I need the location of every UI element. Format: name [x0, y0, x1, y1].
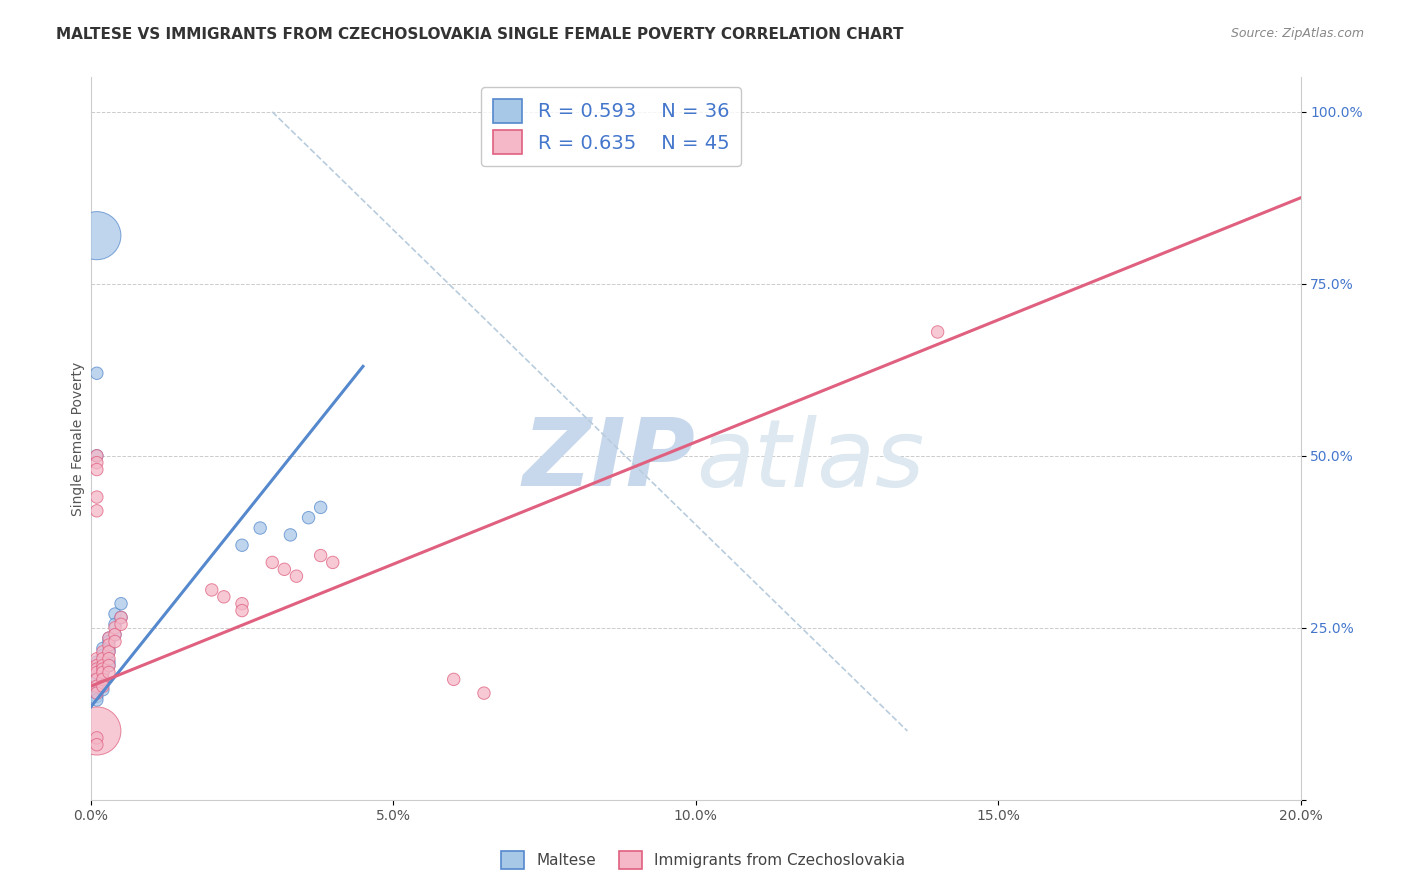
Point	[86, 665, 108, 680]
Text: Source: ZipAtlas.com: Source: ZipAtlas.com	[1230, 27, 1364, 40]
Point	[97, 631, 120, 645]
Point	[86, 651, 108, 665]
Point	[86, 686, 108, 700]
Point	[86, 490, 108, 504]
Point	[86, 723, 108, 738]
Point	[91, 682, 114, 697]
Point	[231, 597, 253, 611]
Point	[104, 627, 127, 641]
Point	[91, 662, 114, 676]
Point	[91, 658, 114, 673]
Point	[97, 645, 120, 659]
Point	[309, 549, 332, 563]
Point	[231, 604, 253, 618]
Point	[86, 693, 108, 707]
Point	[86, 673, 108, 687]
Point	[91, 675, 114, 690]
Point	[97, 638, 120, 652]
Point	[91, 665, 114, 680]
Point	[212, 590, 235, 604]
Point	[97, 651, 120, 665]
Point	[86, 738, 108, 752]
Legend: Maltese, Immigrants from Czechoslovakia: Maltese, Immigrants from Czechoslovakia	[495, 845, 911, 875]
Point	[86, 462, 108, 476]
Point	[91, 673, 114, 687]
Point	[97, 641, 120, 656]
Point	[97, 658, 120, 673]
Point	[927, 325, 949, 339]
Point	[91, 641, 114, 656]
Point	[280, 528, 302, 542]
Point	[231, 538, 253, 552]
Point	[110, 597, 132, 611]
Point	[91, 662, 114, 676]
Point	[86, 690, 108, 704]
Point	[91, 648, 114, 663]
Point	[110, 610, 132, 624]
Point	[322, 556, 344, 570]
Point	[91, 645, 114, 659]
Point	[86, 228, 108, 243]
Point	[97, 665, 120, 680]
Point	[86, 731, 108, 745]
Point	[86, 655, 108, 669]
Point	[86, 686, 108, 700]
Point	[86, 504, 108, 518]
Point	[86, 449, 108, 463]
Text: ZIP: ZIP	[523, 414, 696, 507]
Point	[273, 562, 295, 576]
Point	[309, 500, 332, 515]
Point	[91, 673, 114, 687]
Y-axis label: Single Female Poverty: Single Female Poverty	[72, 361, 86, 516]
Point	[97, 631, 120, 645]
Point	[86, 682, 108, 697]
Text: MALTESE VS IMMIGRANTS FROM CZECHOSLOVAKIA SINGLE FEMALE POVERTY CORRELATION CHAR: MALTESE VS IMMIGRANTS FROM CZECHOSLOVAKI…	[56, 27, 904, 42]
Point	[86, 673, 108, 687]
Point	[86, 366, 108, 380]
Point	[104, 634, 127, 648]
Point	[249, 521, 271, 535]
Point	[97, 655, 120, 669]
Point	[86, 662, 108, 676]
Point	[472, 686, 495, 700]
Point	[297, 510, 319, 524]
Point	[104, 627, 127, 641]
Point	[86, 662, 108, 676]
Point	[91, 665, 114, 680]
Legend: R = 0.593    N = 36, R = 0.635    N = 45: R = 0.593 N = 36, R = 0.635 N = 45	[481, 87, 741, 166]
Point	[443, 673, 465, 687]
Point	[97, 634, 120, 648]
Point	[201, 582, 224, 597]
Point	[86, 679, 108, 693]
Point	[104, 607, 127, 621]
Point	[91, 679, 114, 693]
Point	[86, 658, 108, 673]
Point	[86, 456, 108, 470]
Point	[97, 658, 120, 673]
Point	[86, 449, 108, 463]
Point	[86, 665, 108, 680]
Point	[104, 617, 127, 632]
Point	[104, 621, 127, 635]
Point	[285, 569, 308, 583]
Text: atlas: atlas	[696, 415, 924, 506]
Point	[91, 651, 114, 665]
Point	[97, 645, 120, 659]
Point	[91, 655, 114, 669]
Point	[91, 658, 114, 673]
Point	[262, 556, 284, 570]
Point	[110, 610, 132, 624]
Point	[110, 617, 132, 632]
